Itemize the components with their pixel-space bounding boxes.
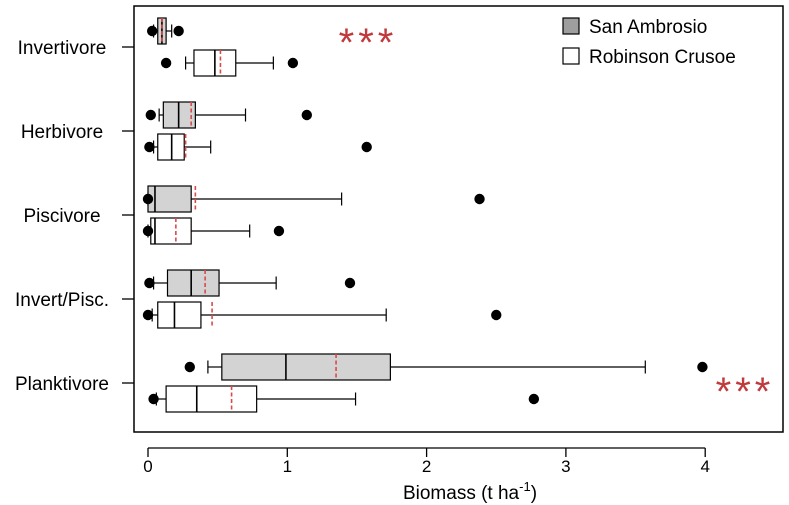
box-robinson-crusoe — [142, 301, 502, 329]
outlier-point — [344, 277, 356, 289]
x-tick-label: 0 — [143, 457, 152, 476]
legend-item-san-ambrosio: San Ambrosio — [562, 17, 707, 38]
box-iqr — [221, 353, 391, 381]
box-san-ambrosio — [144, 269, 356, 297]
outlier-point — [301, 109, 313, 121]
legend-label: San Ambrosio — [589, 17, 707, 38]
box-san-ambrosio — [145, 101, 313, 129]
box-robinson-crusoe — [142, 217, 285, 245]
outlier-point — [142, 193, 154, 205]
box-robinson-crusoe — [144, 133, 372, 161]
boxes-layer: *** *** — [142, 17, 775, 414]
category-herbivore — [144, 101, 372, 161]
plot-frame — [133, 5, 784, 433]
y-tick-label: Planktivore — [15, 374, 109, 395]
significance-stars: *** — [339, 21, 398, 65]
legend: San Ambrosio Robinson Crusoe — [562, 17, 736, 68]
outlier-point — [184, 361, 195, 373]
outlier-point — [697, 361, 708, 373]
category-piscivore — [142, 185, 485, 245]
category-invert-pisc — [142, 269, 502, 329]
outlier-point — [474, 193, 485, 205]
box-san-ambrosio — [142, 185, 485, 213]
box-robinson-crusoe — [148, 385, 540, 413]
outlier-point — [144, 141, 155, 153]
outlier-point — [287, 57, 299, 69]
category-invertivore — [146, 17, 299, 77]
outlier-point — [148, 393, 159, 405]
legend-swatch — [562, 47, 580, 65]
legend-item-robinson-crusoe: Robinson Crusoe — [562, 47, 736, 68]
box-san-ambrosio — [184, 353, 708, 381]
x-axis-label-superscript: -1 — [519, 479, 531, 494]
box-robinson-crusoe — [160, 49, 299, 77]
x-axis-label-suffix: ) — [531, 483, 537, 504]
outlier-point — [146, 25, 158, 37]
legend-label: Robinson Crusoe — [589, 47, 736, 68]
axis-layer: Invertivore Herbivore Piscivore Invert/Pisc… — [15, 38, 710, 476]
box-iqr — [150, 217, 192, 245]
outlier-point — [491, 309, 502, 321]
outlier-point — [361, 141, 372, 153]
x-tick-label: 2 — [422, 457, 431, 476]
outlier-point — [144, 277, 155, 289]
x-axis-label: Biomass (t ha-1) — [403, 479, 537, 504]
x-tick-label: 4 — [700, 457, 709, 476]
box-iqr — [165, 385, 258, 413]
outlier-point — [142, 309, 154, 321]
outlier-point — [142, 225, 154, 237]
box-san-ambrosio — [146, 17, 184, 45]
x-tick-label: 3 — [561, 457, 570, 476]
x-axis-label-main: Biomass (t ha — [403, 483, 520, 504]
y-tick-label: Invert/Pisc. — [15, 290, 109, 311]
outlier-point — [528, 393, 540, 405]
outlier-point — [145, 109, 156, 121]
box-iqr — [166, 269, 220, 297]
box-iqr — [157, 301, 202, 329]
y-tick-label: Herbivore — [21, 122, 103, 143]
significance-stars: *** — [716, 370, 775, 414]
y-tick-label: Invertivore — [18, 38, 107, 59]
outlier-point — [173, 25, 184, 37]
outlier-point — [273, 225, 285, 237]
category-planktivore — [148, 353, 708, 413]
outlier-point — [160, 57, 172, 69]
legend-swatch — [562, 17, 580, 35]
x-tick-label: 1 — [283, 457, 292, 476]
y-tick-label: Piscivore — [23, 206, 100, 227]
